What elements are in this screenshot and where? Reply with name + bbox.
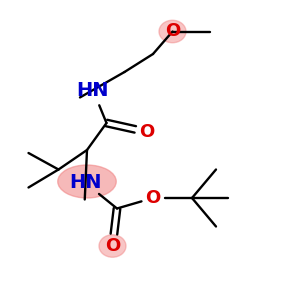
Ellipse shape — [58, 165, 116, 198]
Text: O: O — [146, 189, 160, 207]
Ellipse shape — [159, 20, 186, 43]
Text: O: O — [165, 22, 180, 40]
Text: HN: HN — [69, 173, 102, 193]
Text: O: O — [140, 123, 154, 141]
Text: HN: HN — [77, 80, 109, 100]
Text: O: O — [105, 237, 120, 255]
Ellipse shape — [99, 235, 126, 257]
